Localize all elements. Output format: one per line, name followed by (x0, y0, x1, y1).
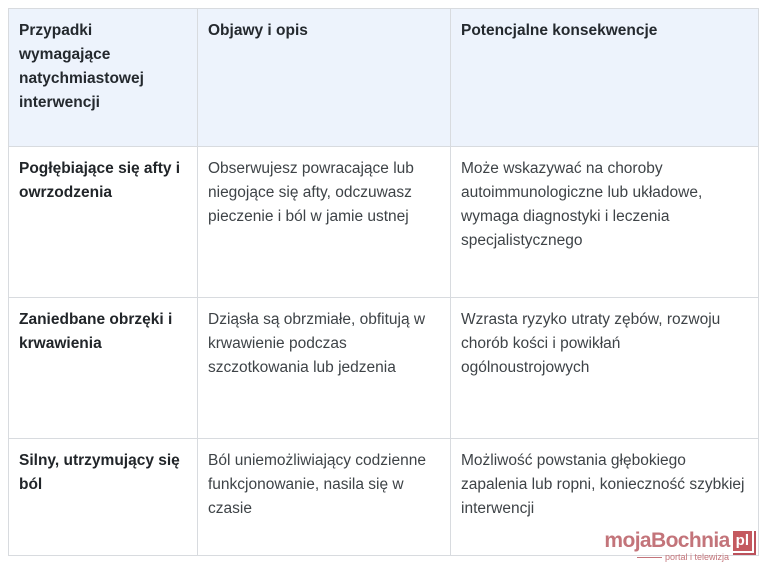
dental-warning-table: Przypadki wymagające natychmiastowej int… (8, 8, 759, 556)
table-row: Pogłębiające się afty i owrzodzenia Obse… (8, 146, 759, 298)
header-row: Przypadki wymagające natychmiastowej int… (8, 8, 759, 147)
watermark-logo: mojaBochnia pl portal i telewizja (594, 529, 754, 562)
table-row: Zaniedbane obrzęki i krwawienia Dziąsła … (8, 297, 759, 439)
cell-symptoms-3: Ból uniemożliwiający codzienne funkcjono… (197, 438, 451, 556)
cell-symptoms-1: Obserwujesz powracające lub niegojące si… (197, 146, 451, 298)
table-body: Pogłębiające się afty i owrzodzenia Obse… (8, 146, 759, 556)
watermark-brand-text: mojaBochnia (604, 529, 730, 552)
cell-consequences-1: Może wskazywać na choroby autoimmunologi… (450, 146, 759, 298)
watermark-tagline: portal i telewizja (664, 552, 729, 562)
cell-case-3: Silny, utrzymujący się ból (8, 438, 198, 556)
watermark-tagline-row: portal i telewizja (594, 552, 754, 562)
column-header-cases: Przypadki wymagające natychmiastowej int… (8, 8, 198, 147)
column-header-consequences: Potencjalne konsekwencje (450, 8, 759, 147)
cell-consequences-3: Możliwość powstania głębokiego zapalenia… (450, 438, 759, 556)
table-header-row: Przypadki wymagające natychmiastowej int… (8, 8, 759, 147)
cell-case-2: Zaniedbane obrzęki i krwawienia (8, 297, 198, 439)
cell-consequences-2: Wzrasta ryzyko utraty zębów, rozwoju cho… (450, 297, 759, 439)
watermark-wordmark: mojaBochnia pl (594, 529, 754, 553)
table-row: Silny, utrzymujący się ból Ból uniemożli… (8, 438, 759, 556)
cell-case-1: Pogłębiające się afty i owrzodzenia (8, 146, 198, 298)
column-header-symptoms: Objawy i opis (197, 8, 451, 147)
watermark-divider-line (636, 556, 662, 558)
watermark-pl-badge: pl (730, 529, 754, 553)
cell-symptoms-2: Dziąsła są obrzmiałe, obfitują w krwawie… (197, 297, 451, 439)
